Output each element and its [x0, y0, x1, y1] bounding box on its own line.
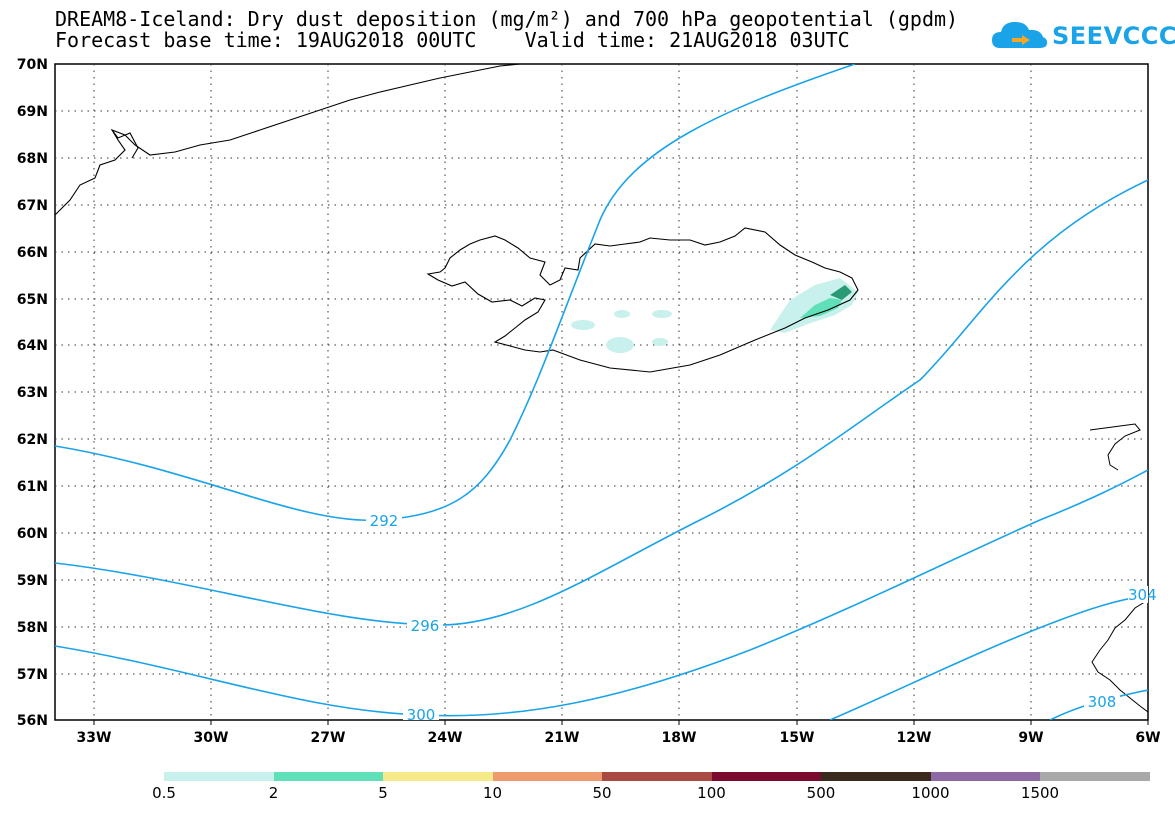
lon-label: 21W [545, 730, 580, 746]
colorbar-label: 10 [482, 784, 503, 802]
lon-label: 9W [1018, 730, 1043, 746]
lon-label: 6W [1135, 730, 1160, 746]
colorbar-label: 1500 [1020, 784, 1060, 802]
lat-label: 58N [17, 620, 48, 636]
lon-label: 18W [662, 730, 697, 746]
latitude-labels: 70N 69N 68N 67N 66N 65N 64N 63N 62N 61N … [17, 57, 48, 729]
colorbar-label: 50 [592, 784, 612, 802]
contour-label-292: 292 [370, 512, 399, 530]
lon-label: 30W [194, 730, 229, 746]
graticule [55, 64, 1148, 720]
norway-coast [1089, 423, 1148, 713]
colorbar-label: 0.5 [152, 784, 176, 802]
map-subtitle: Forecast base time: 19AUG2018 00UTC Vali… [55, 28, 850, 52]
colorbar-segment [821, 772, 931, 781]
lat-label: 65N [17, 292, 48, 308]
seevccc-logo: SEEVCCC [990, 18, 1175, 58]
colorbar-label: 1000 [911, 784, 950, 802]
lon-label: 12W [897, 730, 932, 746]
lat-label: 67N [17, 198, 48, 214]
lat-label: 59N [17, 573, 48, 589]
colorbar-segment [273, 772, 383, 781]
lat-label: 63N [17, 385, 48, 401]
colorbar-label: 500 [806, 784, 836, 802]
longitude-labels: 33W 30W 27W 24W 21W 18W 15W 12W 9W 6W [77, 730, 1161, 746]
map-title: DREAM8-Iceland: Dry dust deposition (mg/… [55, 7, 959, 31]
colorbar-segment [383, 772, 493, 781]
colorbar-segment [1040, 772, 1150, 781]
colorbar-label: 5 [378, 784, 388, 802]
geopotential-contours [55, 64, 1148, 720]
logo-text: SEEVCCC [1052, 22, 1175, 50]
lat-label: 64N [17, 338, 48, 354]
colorbar-label: 100 [697, 784, 726, 802]
lon-label: 15W [780, 730, 815, 746]
colorbar-segment [711, 772, 821, 781]
contour-label-304: 304 [1128, 586, 1157, 604]
lon-label: 33W [77, 730, 112, 746]
colorbar-label: 2 [268, 784, 279, 802]
lat-label: 56N [17, 713, 48, 729]
colorbar-segment [602, 772, 712, 781]
lat-label: 62N [17, 432, 48, 448]
coastlines [55, 64, 859, 373]
lat-label: 68N [17, 151, 48, 167]
contour-labels: 292 296 300 304 308 [366, 512, 1157, 724]
lat-label: 66N [17, 245, 48, 261]
contour-label-296: 296 [411, 617, 440, 635]
tick-marks [93, 720, 1149, 725]
colorbar-segment [164, 772, 274, 781]
lat-label: 60N [17, 526, 48, 542]
lat-label: 69N [17, 104, 48, 120]
dust-deposition-shading [571, 278, 858, 353]
contour-label-308: 308 [1088, 693, 1117, 711]
lon-label: 24W [428, 730, 463, 746]
lat-label: 57N [17, 667, 48, 683]
cloud-icon [992, 22, 1048, 48]
lat-label: 70N [17, 57, 48, 73]
colorbar-segment [492, 772, 602, 781]
contour-label-300: 300 [407, 706, 436, 724]
lat-label: 61N [17, 479, 48, 495]
lon-label: 27W [311, 730, 346, 746]
colorbar-segment [930, 772, 1040, 781]
